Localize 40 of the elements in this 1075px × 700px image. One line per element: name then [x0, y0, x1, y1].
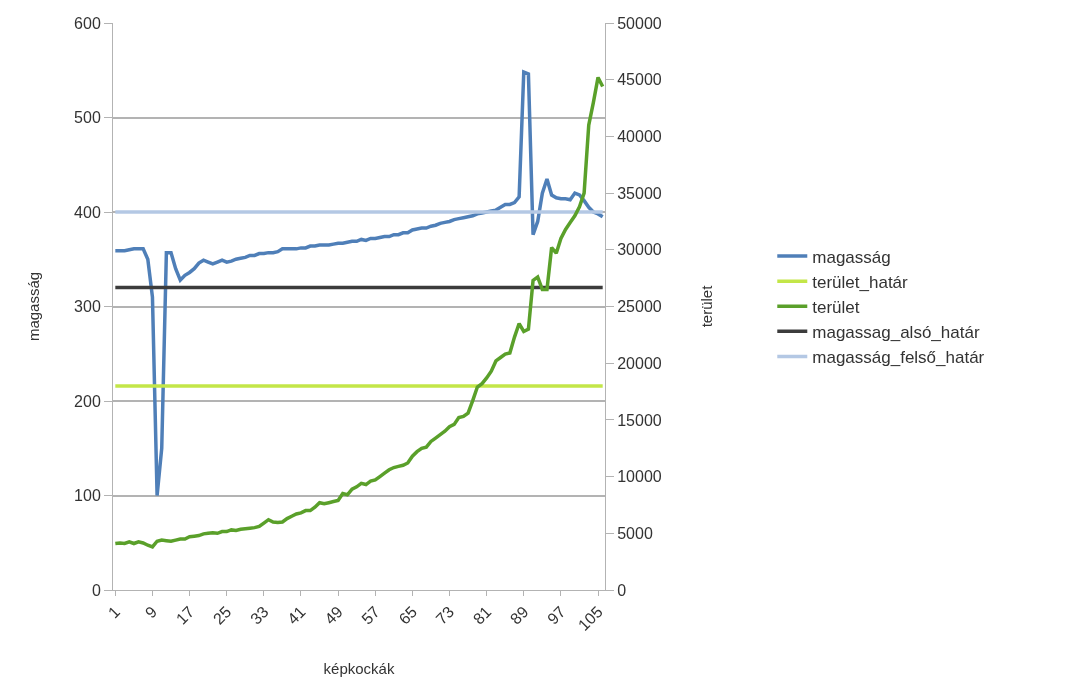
x-tick-label: 73 — [432, 602, 458, 628]
x-tick-label: 81 — [469, 602, 495, 628]
x-tick-label: 89 — [506, 602, 532, 628]
legend-label: magasság — [812, 247, 891, 267]
y2-tick-label: 45000 — [617, 71, 662, 89]
x-tick-label: 9 — [141, 602, 161, 622]
y-tick-label: 400 — [74, 203, 101, 221]
y2-tick-label: 50000 — [617, 14, 662, 32]
x-tick-label: 33 — [247, 602, 272, 628]
x-tick-label: 25 — [209, 602, 235, 628]
y2-axis-title: terület — [697, 284, 715, 328]
y-tick-label: 0 — [91, 581, 101, 599]
x-tick-label: 97 — [544, 602, 569, 628]
legend-label: terület — [812, 297, 860, 317]
x-tick-label: 57 — [358, 602, 384, 628]
y-tick-label: 300 — [74, 298, 101, 316]
y-tick-label: 100 — [74, 487, 101, 505]
legend-label: terület_határ — [812, 272, 909, 292]
y-tick-label: 200 — [74, 392, 101, 410]
y2-tick-label: 25000 — [617, 298, 662, 316]
y2-tick-label: 10000 — [617, 468, 662, 486]
x-tick-label: 49 — [321, 602, 346, 628]
y2-tick-label: 0 — [617, 581, 627, 599]
legend-label: magasság_felső_határ — [812, 348, 985, 368]
y2-tick-label: 35000 — [617, 184, 662, 202]
x-tick-label: 1 — [104, 602, 124, 622]
y-tick-label: 500 — [74, 109, 101, 127]
y2-tick-label: 40000 — [617, 128, 662, 145]
y2-tick-label: 20000 — [617, 354, 662, 372]
y-tick-label: 600 — [74, 14, 101, 32]
y2-tick-label: 15000 — [617, 411, 662, 429]
y2-tick-label: 5000 — [617, 524, 653, 542]
x-tick-label: 41 — [284, 602, 309, 628]
y2-tick-label: 30000 — [617, 241, 662, 259]
legend-label: magassag_alsó_határ — [812, 322, 980, 342]
y-axis-title: magasság — [25, 271, 43, 342]
x-axis-title: képkockák — [323, 659, 395, 677]
x-tick-label: 65 — [395, 602, 421, 628]
x-tick-label: 105 — [574, 602, 606, 634]
x-tick-label: 17 — [172, 602, 198, 628]
